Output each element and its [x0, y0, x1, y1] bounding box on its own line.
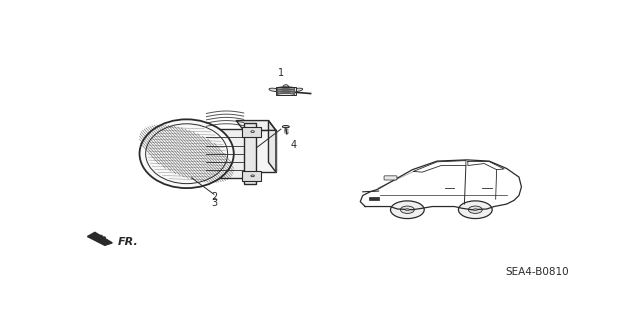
Polygon shape — [88, 232, 112, 245]
FancyBboxPatch shape — [242, 171, 261, 181]
Ellipse shape — [269, 88, 280, 92]
Bar — [207, 129, 246, 178]
Ellipse shape — [282, 125, 289, 128]
Ellipse shape — [468, 206, 483, 213]
Bar — [276, 87, 296, 95]
Bar — [369, 197, 379, 200]
Ellipse shape — [474, 209, 477, 211]
Ellipse shape — [251, 131, 254, 132]
Text: 1: 1 — [278, 68, 284, 78]
FancyBboxPatch shape — [242, 127, 261, 137]
Polygon shape — [93, 235, 102, 239]
Bar — [244, 130, 276, 172]
Ellipse shape — [292, 88, 303, 92]
Text: 4: 4 — [290, 140, 296, 150]
Ellipse shape — [283, 85, 289, 90]
Text: SEA4-B0810: SEA4-B0810 — [505, 267, 568, 277]
Bar — [244, 123, 256, 184]
FancyBboxPatch shape — [384, 176, 397, 180]
Ellipse shape — [401, 206, 414, 213]
Polygon shape — [236, 121, 276, 130]
Ellipse shape — [390, 201, 424, 219]
Text: 2: 2 — [211, 192, 217, 202]
Text: FR.: FR. — [118, 237, 139, 247]
Ellipse shape — [405, 209, 410, 211]
Polygon shape — [269, 121, 276, 172]
Text: 3: 3 — [211, 198, 217, 208]
Ellipse shape — [458, 201, 492, 219]
Ellipse shape — [251, 175, 254, 177]
Ellipse shape — [140, 119, 234, 188]
